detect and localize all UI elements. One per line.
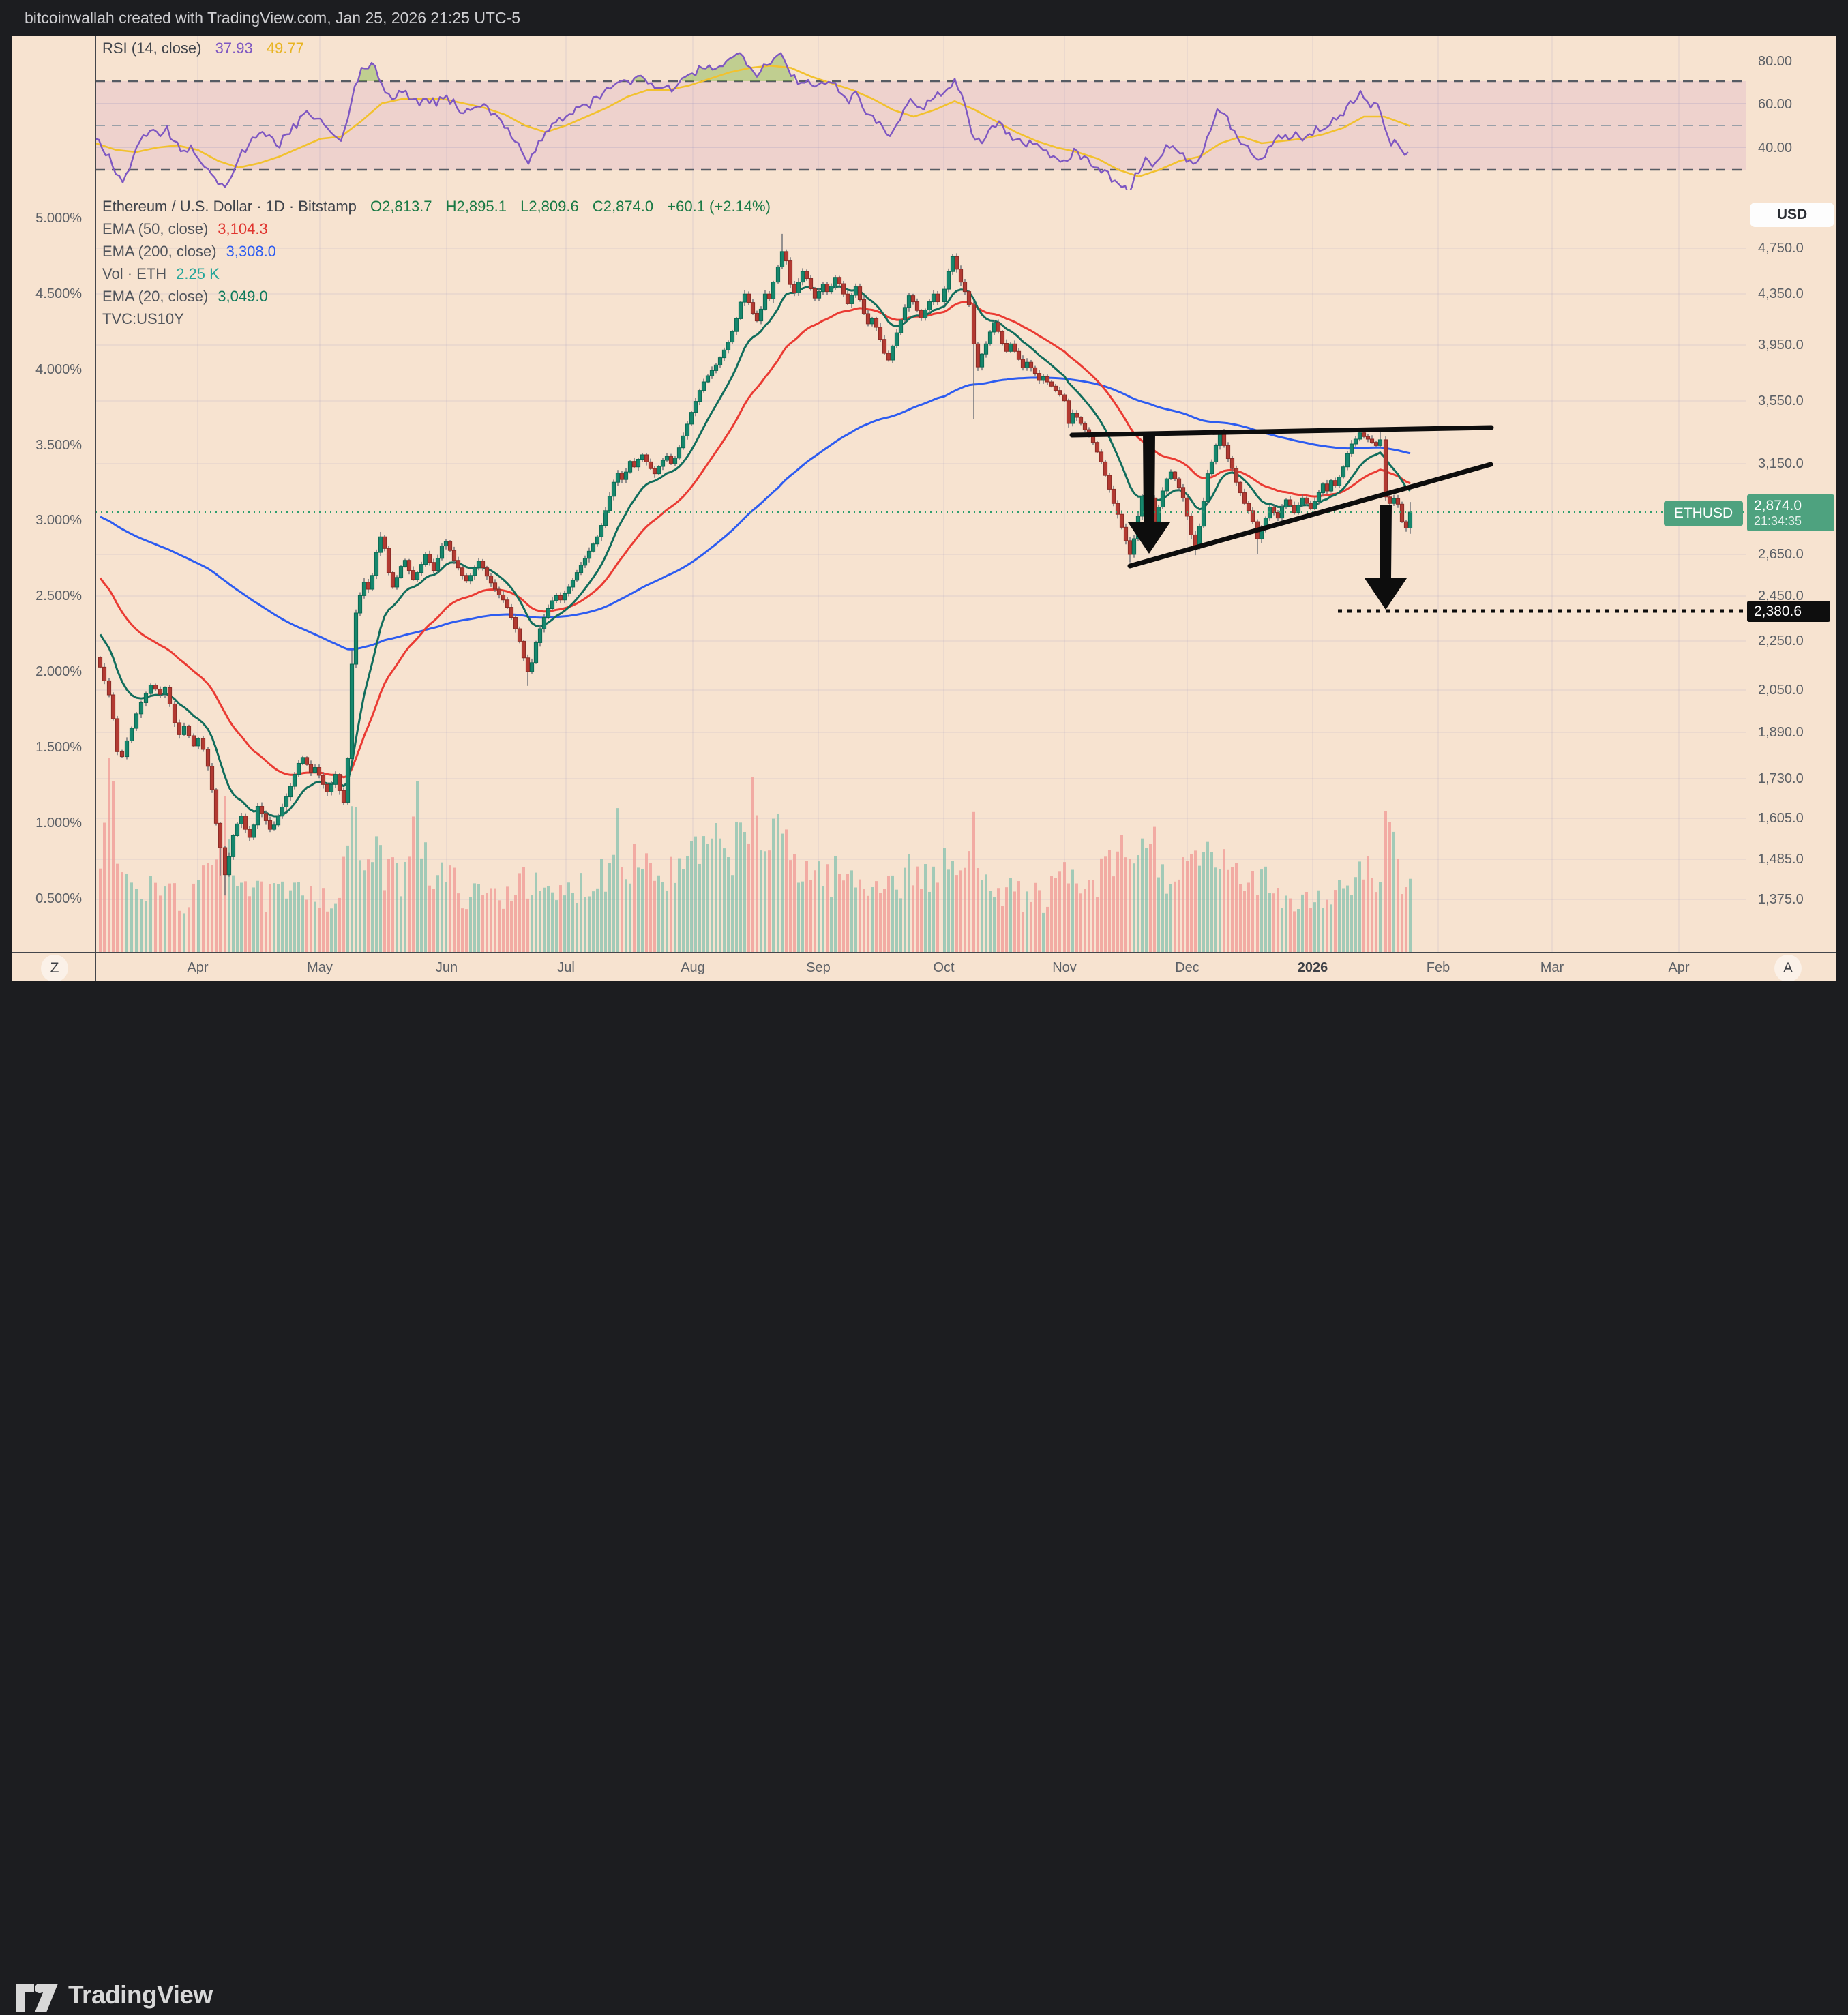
- right-tick-label: 2,050.0: [1758, 683, 1804, 698]
- timezone-button[interactable]: Z: [41, 955, 68, 982]
- left-tick-label: 4.500%: [35, 286, 82, 301]
- left-tick-label: 1.000%: [35, 816, 82, 831]
- rsi-ma-value: 49.77: [266, 40, 304, 57]
- time-axis-label: May: [307, 960, 333, 975]
- time-axis-label: Jul: [557, 960, 575, 975]
- indicator-label: Vol · ETH: [102, 265, 167, 282]
- symbol-legend[interactable]: Ethereum / U.S. Dollar · 1D · Bitstamp O…: [102, 198, 780, 215]
- right-tick-label: 1,605.0: [1758, 811, 1804, 826]
- time-axis-label: Apr: [1668, 960, 1690, 975]
- time-axis-label: Dec: [1175, 960, 1199, 975]
- indicator-label: EMA (50, close): [102, 220, 209, 237]
- left-tick-label: 3.000%: [35, 513, 82, 528]
- left-tick-label: 5.000%: [35, 211, 82, 226]
- ohlc-close: C2,874.0: [592, 198, 654, 215]
- left-tick-label: 2.000%: [35, 664, 82, 679]
- indicator-value: 3,049.0: [218, 288, 268, 305]
- footer-bar: TradingView: [0, 981, 1848, 2012]
- time-axis-label: Jun: [435, 960, 458, 975]
- right-tick-label: 1,485.0: [1758, 852, 1804, 867]
- left-tick-label: 0.500%: [35, 891, 82, 906]
- tradingview-wordmark[interactable]: TradingView: [68, 1981, 213, 2009]
- attribution-bar: bitcoinwallah created with TradingView.c…: [0, 0, 1848, 36]
- indicator-label: EMA (200, close): [102, 243, 217, 260]
- symbol-title: Ethereum / U.S. Dollar · 1D · Bitstamp: [102, 198, 357, 215]
- chart-canvas[interactable]: [0, 0, 1848, 1058]
- right-tick-label: 3,150.0: [1758, 456, 1804, 471]
- time-axis-label: 2026: [1297, 960, 1328, 975]
- left-tick-label: 3.500%: [35, 438, 82, 453]
- right-tick-label: 4,350.0: [1758, 286, 1804, 301]
- rsi-tick-label: 80.00: [1758, 54, 1793, 69]
- series-label-text: ETHUSD: [1673, 505, 1733, 521]
- right-tick-label: 3,550.0: [1758, 393, 1804, 408]
- chart-widget[interactable]: [12, 36, 1836, 981]
- right-tick-label: 2,450.0: [1758, 588, 1804, 603]
- indicator-legend-row[interactable]: EMA (200, close) 3,308.0: [102, 243, 286, 260]
- series-label-badge: ETHUSD: [1664, 501, 1743, 526]
- left-tick-label: 2.500%: [35, 588, 82, 603]
- last-price-badge: 2,874.0 21:34:35: [1747, 494, 1834, 531]
- rsi-legend-label: RSI (14, close): [102, 40, 202, 57]
- left-axis-border: [95, 36, 96, 981]
- right-tick-label: 1,730.0: [1758, 771, 1804, 786]
- time-axis-label: Oct: [933, 960, 955, 975]
- currency-button[interactable]: USD: [1750, 203, 1834, 227]
- time-axis-label: Sep: [806, 960, 831, 975]
- target-price-badge: 2,380.6: [1747, 601, 1830, 622]
- time-axis-label: Apr: [187, 960, 209, 975]
- time-axis-label: Aug: [681, 960, 705, 975]
- indicator-value: 2.25 K: [176, 265, 220, 282]
- tradingview-logo-icon[interactable]: [16, 1984, 59, 2015]
- right-tick-label: 3,950.0: [1758, 338, 1804, 353]
- ohlc-high: H2,895.1: [445, 198, 507, 215]
- time-axis-label: Mar: [1540, 960, 1564, 975]
- last-price-value: 2,874.0: [1754, 497, 1802, 513]
- indicator-value: 3,104.3: [218, 220, 268, 237]
- rsi-tick-label: 60.00: [1758, 97, 1793, 112]
- right-tick-label: 1,890.0: [1758, 725, 1804, 740]
- right-tick-label: 2,650.0: [1758, 547, 1804, 562]
- left-tick-label: 4.000%: [35, 362, 82, 377]
- right-tick-label: 2,250.0: [1758, 633, 1804, 648]
- rsi-legend[interactable]: RSI (14, close) 37.93 49.77: [102, 40, 314, 57]
- ohlc-low: L2,809.6: [520, 198, 579, 215]
- time-axis-label: Feb: [1426, 960, 1450, 975]
- indicator-label: TVC:US10Y: [102, 310, 184, 327]
- indicator-label: EMA (20, close): [102, 288, 209, 305]
- indicator-legend-row[interactable]: Vol · ETH 2.25 K: [102, 265, 229, 283]
- rsi-value: 37.93: [215, 40, 253, 57]
- right-tick-label: 1,375.0: [1758, 892, 1804, 907]
- target-price-value: 2,380.6: [1754, 603, 1802, 619]
- time-axis-border: [12, 952, 1836, 953]
- bar-countdown: 21:34:35: [1754, 513, 1802, 528]
- indicator-legend-row[interactable]: EMA (20, close) 3,049.0: [102, 288, 278, 305]
- right-tick-label: 4,750.0: [1758, 241, 1804, 256]
- ohlc-open: O2,813.7: [370, 198, 432, 215]
- time-axis-label: Nov: [1052, 960, 1077, 975]
- indicator-legend-row[interactable]: EMA (50, close) 3,104.3: [102, 220, 278, 238]
- indicator-legend-row[interactable]: TVC:US10Y: [102, 310, 203, 328]
- rsi-tick-label: 40.00: [1758, 140, 1793, 155]
- ohlc-change: +60.1 (+2.14%): [667, 198, 771, 215]
- auto-scale-button[interactable]: A: [1774, 955, 1802, 982]
- attribution-text: bitcoinwallah created with TradingView.c…: [25, 9, 521, 27]
- indicator-value: 3,308.0: [226, 243, 276, 260]
- left-tick-label: 1.500%: [35, 740, 82, 755]
